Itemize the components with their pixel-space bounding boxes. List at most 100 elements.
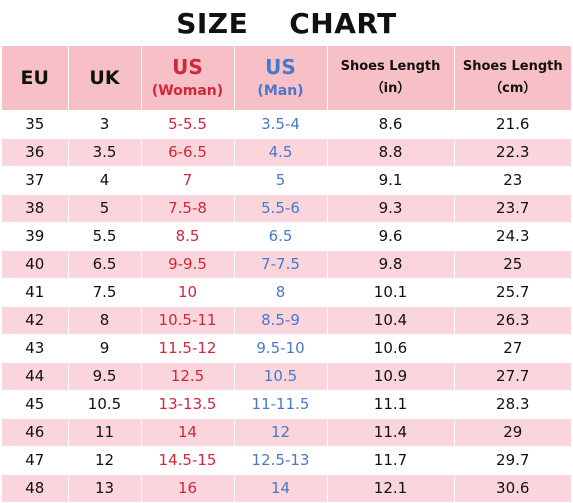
cell-length-in: 11.7 [327, 446, 455, 475]
table-row: 41 7.5 10 8 10.1 25.7 [2, 278, 571, 307]
cell-uk: 8 [68, 306, 142, 335]
cell-us-men: 5 [234, 166, 328, 195]
table-header: EU UK US (Woman) US (Man) Shoes Length （… [2, 46, 571, 110]
cell-length-cm: 23.7 [454, 194, 571, 223]
cell-uk: 9 [68, 334, 142, 363]
cell-length-in: 10.4 [327, 306, 455, 335]
cell-eu: 39 [2, 222, 69, 251]
cell-uk: 5 [68, 194, 142, 223]
cell-length-in: 8.8 [327, 138, 455, 167]
table-row: 37 4 7 5 9.1 23 [2, 166, 571, 195]
cell-us-men: 10.5 [234, 362, 328, 391]
cell-us-women: 14 [141, 418, 235, 447]
cell-length-in: 8.6 [327, 110, 455, 139]
cell-length-in: 11.1 [327, 390, 455, 419]
table-row: 40 6.5 9-9.5 7-7.5 9.8 25 [2, 250, 571, 279]
cell-length-in: 9.3 [327, 194, 455, 223]
header-eu: EU [2, 46, 69, 110]
cell-length-cm: 22.3 [454, 138, 571, 167]
cell-eu: 38 [2, 194, 69, 223]
cell-uk: 3 [68, 110, 142, 139]
header-length-cm: Shoes Length （cm） [454, 46, 571, 110]
cell-length-cm: 21.6 [454, 110, 571, 139]
table-row: 35 3 5-5.5 3.5-4 8.6 21.6 [2, 110, 571, 139]
cell-uk: 9.5 [68, 362, 142, 391]
cell-length-in: 9.1 [327, 166, 455, 195]
cell-us-men: 9.5-10 [234, 334, 328, 363]
header-us-men-sub: (Man) [257, 83, 304, 99]
chart-title: SIZE CHART [176, 6, 397, 40]
cell-us-women: 11.5-12 [141, 334, 235, 363]
header-uk-label: UK [89, 67, 120, 89]
table-body: 35 3 5-5.5 3.5-4 8.6 21.6 36 3.5 6-6.5 4.5 8.8 22.3… [2, 110, 571, 503]
size-table: EU UK US (Woman) US (Man) Shoes Length （… [2, 46, 571, 503]
cell-us-women: 9-9.5 [141, 250, 235, 279]
header-us-women-sub: (Woman) [151, 83, 224, 99]
table-row: 48 13 16 14 12.1 30.6 [2, 474, 571, 503]
header-us-women: US (Woman) [141, 46, 235, 110]
cell-eu: 44 [2, 362, 69, 391]
cell-uk: 11 [68, 418, 142, 447]
cell-eu: 37 [2, 166, 69, 195]
cell-eu: 35 [2, 110, 69, 139]
cell-us-women: 16 [141, 474, 235, 503]
header-us-men-label: US [265, 55, 296, 79]
cell-eu: 47 [2, 446, 69, 475]
header-length-in: Shoes Length （in） [327, 46, 455, 110]
header-length-cm-sub: （cm） [489, 81, 537, 96]
header-us-men: US (Man) [234, 46, 328, 110]
header-uk: UK [68, 46, 142, 110]
cell-length-in: 12.1 [327, 474, 455, 503]
title-bar: SIZE CHART [0, 0, 573, 46]
cell-uk: 4 [68, 166, 142, 195]
cell-length-cm: 26.3 [454, 306, 571, 335]
cell-eu: 40 [2, 250, 69, 279]
table-row: 43 9 11.5-12 9.5-10 10.6 27 [2, 334, 571, 363]
table-row: 36 3.5 6-6.5 4.5 8.8 22.3 [2, 138, 571, 167]
cell-length-cm: 25.7 [454, 278, 571, 307]
cell-us-women: 8.5 [141, 222, 235, 251]
cell-us-men: 6.5 [234, 222, 328, 251]
cell-us-women: 12.5 [141, 362, 235, 391]
cell-length-in: 10.9 [327, 362, 455, 391]
cell-length-cm: 27 [454, 334, 571, 363]
cell-uk: 3.5 [68, 138, 142, 167]
cell-eu: 48 [2, 474, 69, 503]
header-length-in-sub: （in） [370, 81, 411, 96]
cell-us-women: 13-13.5 [141, 390, 235, 419]
cell-length-cm: 24.3 [454, 222, 571, 251]
cell-length-cm: 28.3 [454, 390, 571, 419]
cell-eu: 45 [2, 390, 69, 419]
cell-uk: 10.5 [68, 390, 142, 419]
header-row: EU UK US (Woman) US (Man) Shoes Length （… [2, 46, 571, 110]
table-row: 44 9.5 12.5 10.5 10.9 27.7 [2, 362, 571, 391]
cell-eu: 42 [2, 306, 69, 335]
cell-uk: 13 [68, 474, 142, 503]
cell-us-men: 12.5-13 [234, 446, 328, 475]
cell-length-in: 10.1 [327, 278, 455, 307]
cell-us-men: 14 [234, 474, 328, 503]
cell-us-men: 12 [234, 418, 328, 447]
cell-us-men: 7-7.5 [234, 250, 328, 279]
cell-uk: 6.5 [68, 250, 142, 279]
cell-eu: 43 [2, 334, 69, 363]
cell-eu: 41 [2, 278, 69, 307]
header-length-cm-label: Shoes Length [462, 59, 563, 74]
table-row: 46 11 14 12 11.4 29 [2, 418, 571, 447]
cell-us-men: 11-11.5 [234, 390, 328, 419]
cell-length-in: 9.6 [327, 222, 455, 251]
cell-length-cm: 29 [454, 418, 571, 447]
cell-us-men: 8.5-9 [234, 306, 328, 335]
cell-us-men: 4.5 [234, 138, 328, 167]
cell-us-women: 5-5.5 [141, 110, 235, 139]
cell-us-men: 3.5-4 [234, 110, 328, 139]
cell-uk: 7.5 [68, 278, 142, 307]
cell-us-women: 6-6.5 [141, 138, 235, 167]
table-row: 38 5 7.5-8 5.5-6 9.3 23.7 [2, 194, 571, 223]
table-row: 45 10.5 13-13.5 11-11.5 11.1 28.3 [2, 390, 571, 419]
cell-length-in: 9.8 [327, 250, 455, 279]
table-row: 42 8 10.5-11 8.5-9 10.4 26.3 [2, 306, 571, 335]
cell-uk: 5.5 [68, 222, 142, 251]
header-us-women-label: US [172, 55, 203, 79]
header-eu-label: EU [20, 67, 49, 89]
